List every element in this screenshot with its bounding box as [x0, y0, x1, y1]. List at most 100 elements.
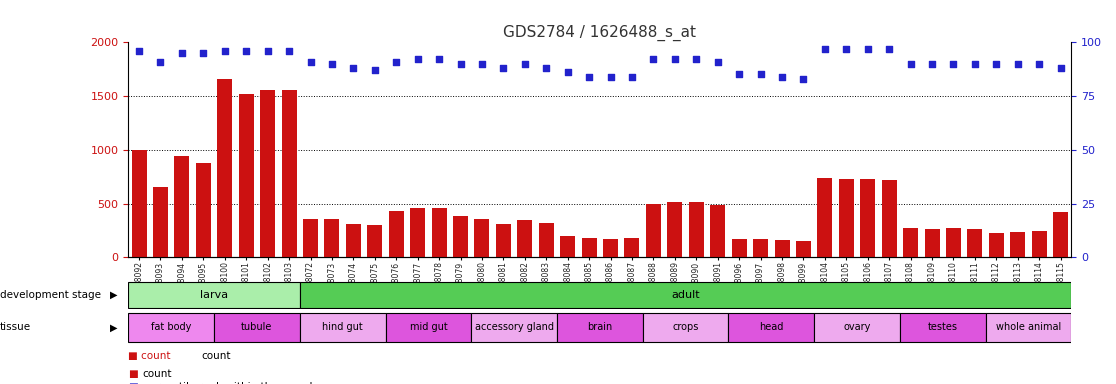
Point: [816, 46, 834, 52]
Point: [1051, 65, 1069, 71]
Bar: [325, 218, 339, 257]
Bar: [153, 187, 169, 257]
Bar: [260, 89, 276, 257]
Bar: [304, 218, 318, 257]
Point: [859, 46, 877, 52]
Bar: [474, 218, 490, 257]
Text: ▶: ▶: [109, 322, 117, 333]
Point: [580, 74, 598, 80]
Point: [730, 71, 748, 78]
Point: [602, 74, 619, 80]
Point: [988, 61, 1006, 67]
Text: count: count: [143, 369, 172, 379]
Text: testes: testes: [927, 322, 958, 333]
Point: [537, 65, 555, 71]
Point: [259, 48, 277, 54]
Point: [559, 69, 577, 75]
Bar: [367, 225, 383, 257]
Bar: [411, 208, 425, 257]
Bar: [496, 224, 511, 257]
Bar: [1054, 212, 1068, 257]
Text: larva: larva: [200, 290, 228, 300]
Text: brain: brain: [587, 322, 613, 333]
Point: [1009, 61, 1027, 67]
Text: ovary: ovary: [844, 322, 870, 333]
Point: [430, 56, 448, 63]
Bar: [132, 150, 146, 257]
Bar: [989, 233, 1004, 257]
Point: [408, 56, 426, 63]
Point: [323, 61, 340, 67]
Text: ■: ■: [128, 369, 138, 379]
Text: whole animal: whole animal: [995, 322, 1061, 333]
Point: [837, 46, 855, 52]
Bar: [882, 180, 896, 257]
Point: [645, 56, 663, 63]
Title: GDS2784 / 1626488_s_at: GDS2784 / 1626488_s_at: [503, 25, 696, 41]
Bar: [924, 229, 940, 257]
Text: head: head: [759, 322, 783, 333]
Bar: [432, 208, 446, 257]
Bar: [388, 211, 404, 257]
Point: [709, 58, 727, 65]
Point: [516, 61, 533, 67]
Point: [1030, 61, 1048, 67]
Point: [881, 46, 898, 52]
Bar: [815, 313, 899, 342]
Bar: [625, 238, 639, 257]
Bar: [1031, 232, 1047, 257]
Bar: [346, 224, 360, 257]
Point: [301, 58, 319, 65]
Text: hind gut: hind gut: [323, 322, 363, 333]
Bar: [453, 217, 468, 257]
Bar: [899, 313, 985, 342]
Text: ▶: ▶: [109, 290, 117, 300]
Bar: [603, 239, 618, 257]
Bar: [218, 79, 232, 257]
Bar: [128, 313, 214, 342]
Point: [773, 74, 791, 80]
Bar: [860, 179, 875, 257]
Bar: [300, 313, 385, 342]
Point: [623, 74, 641, 80]
Text: ■: ■: [128, 382, 138, 384]
Text: accessory gland: accessory gland: [474, 322, 554, 333]
Bar: [968, 229, 982, 257]
Bar: [281, 89, 297, 257]
Point: [387, 58, 405, 65]
Point: [473, 61, 491, 67]
Point: [238, 48, 256, 54]
Text: mid gut: mid gut: [410, 322, 448, 333]
Bar: [471, 313, 557, 342]
Bar: [300, 282, 1071, 308]
Bar: [539, 223, 554, 257]
Bar: [796, 241, 811, 257]
Text: ■ count: ■ count: [128, 351, 171, 361]
Bar: [839, 179, 854, 257]
Bar: [775, 240, 789, 257]
Point: [966, 61, 984, 67]
Point: [173, 50, 191, 56]
Point: [194, 50, 212, 56]
Bar: [518, 220, 532, 257]
Point: [902, 61, 920, 67]
Bar: [557, 313, 643, 342]
Text: percentile rank within the sample: percentile rank within the sample: [143, 382, 319, 384]
Point: [452, 61, 470, 67]
Text: development stage: development stage: [0, 290, 102, 300]
Bar: [643, 313, 729, 342]
Bar: [128, 282, 300, 308]
Bar: [732, 239, 747, 257]
Text: count: count: [201, 351, 230, 361]
Bar: [1010, 232, 1026, 257]
Bar: [729, 313, 815, 342]
Bar: [710, 205, 725, 257]
Point: [131, 48, 148, 54]
Bar: [985, 313, 1071, 342]
Point: [687, 56, 705, 63]
Bar: [174, 156, 190, 257]
Point: [752, 71, 770, 78]
Point: [152, 58, 170, 65]
Point: [280, 48, 298, 54]
Bar: [385, 313, 471, 342]
